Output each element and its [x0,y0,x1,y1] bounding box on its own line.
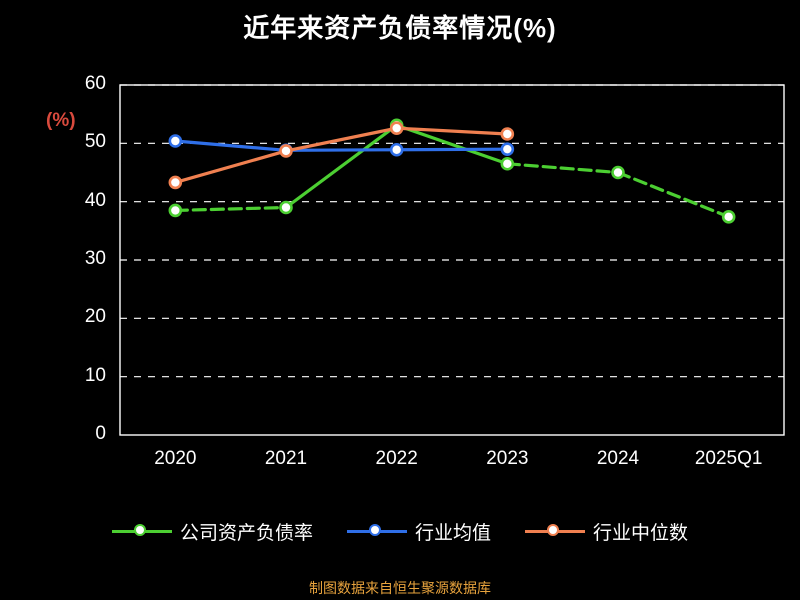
y-tick-label: 60 [84,73,106,94]
x-tick-label: 2025Q1 [694,448,763,469]
legend-marker-icon [368,524,381,536]
legend-line-swatch [525,524,585,536]
y-tick-label: 10 [84,364,106,386]
x-tick-label: 2021 [264,448,308,469]
x-tick-label: 2020 [154,448,197,469]
y-tick-label: 30 [84,248,106,269]
y-tick-label: 20 [84,306,106,328]
y-tick-label: 40 [84,189,106,211]
legend-item-1[interactable]: 公司资产负债率 [111,518,313,545]
y-tick-label: 0 [95,423,106,444]
y-axis-label: (%) [46,110,76,131]
legend-item-2[interactable]: 行业均值 [346,518,491,545]
legend-label: 公司资产负债率 [179,523,313,544]
legend-marker-icon [133,524,146,536]
legend-line-swatch [346,524,407,536]
y-tick-label: 50 [84,131,106,153]
legend-label: 行业均值 [414,523,491,544]
x-tick-label: 2024 [596,448,640,469]
legend-line-swatch [111,524,172,536]
legend-label: 行业中位数 [593,523,689,544]
x-tick-label: 2022 [375,448,418,469]
chart-title: 近年来资产负债率情况(%) [243,13,557,43]
footer-note: 制图数据来自恒生聚源数据库 [309,580,491,596]
legend-item-3[interactable]: 行业中位数 [525,518,688,545]
legend-marker-icon [547,524,559,536]
chart-legend: 公司资产负债率 行业均值 行业中位数 [0,518,800,545]
x-tick-label: 2023 [486,448,529,469]
